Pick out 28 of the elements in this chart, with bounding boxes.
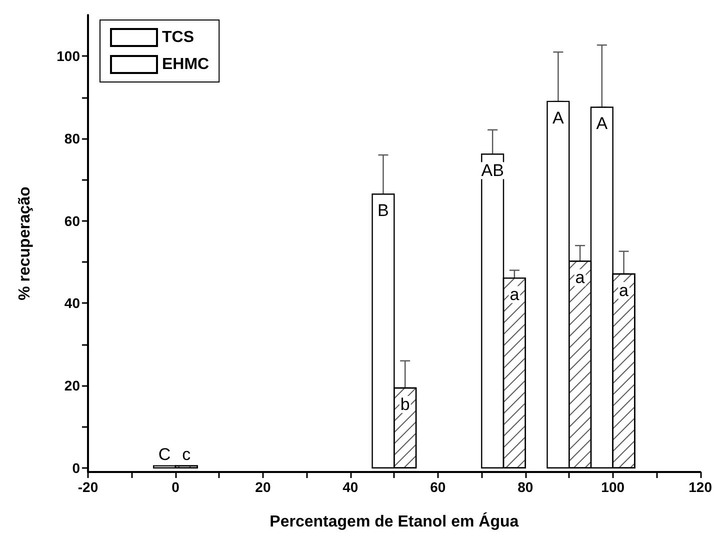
y-tick-label: 40 — [64, 295, 80, 312]
legend-label: TCS — [162, 29, 194, 46]
annotation: b — [400, 395, 410, 414]
x-axis-title: Percentagem de Etanol em Água — [270, 512, 519, 530]
x-tick-label: 100 — [601, 479, 625, 495]
x-tick-label: -20 — [78, 479, 98, 495]
y-tick-label: 80 — [64, 130, 80, 147]
y-tick-label: 20 — [64, 378, 80, 394]
annotation: A — [552, 108, 565, 128]
annotation: B — [378, 201, 389, 220]
annotation: a — [510, 285, 520, 304]
x-tick-label: 80 — [518, 479, 534, 495]
x-tick-label: 0 — [172, 479, 180, 495]
annotation: C — [158, 444, 171, 464]
y-tick-label: 100 — [56, 48, 80, 64]
annotation: c — [182, 444, 192, 464]
x-tick-label: 60 — [430, 479, 446, 495]
y-tick-label: 60 — [64, 212, 80, 229]
annotation: A — [596, 114, 608, 134]
annotation: a — [619, 280, 630, 300]
annotation: a — [575, 268, 586, 288]
x-tick-label: 120 — [688, 479, 712, 495]
annotation: AB — [481, 161, 504, 180]
x-tick-label: 20 — [255, 479, 271, 495]
x-tick-label: 40 — [342, 479, 358, 495]
y-axis-title: % recuperação — [16, 186, 34, 300]
y-tick-label: 0 — [72, 460, 80, 476]
legend-label: EHMC — [162, 56, 210, 73]
